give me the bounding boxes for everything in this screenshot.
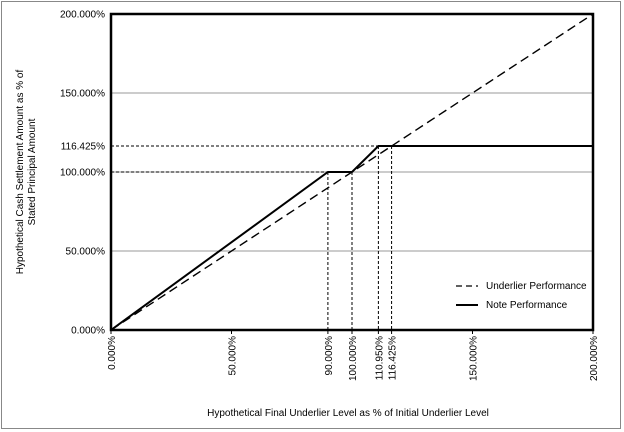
x-tick-label: 116.425% — [388, 336, 399, 380]
legend-note-label: Note Performance — [486, 300, 568, 311]
y-axis-label-line2: Stated Principal Amount — [27, 118, 38, 225]
y-tick-label: 150.000% — [60, 89, 105, 100]
legend: Underlier Performance Note Performance — [456, 281, 587, 311]
y-tick-label: 100.000% — [60, 168, 105, 179]
x-tick-label: 200.000% — [589, 336, 600, 381]
legend-underlier-label: Underlier Performance — [486, 281, 587, 292]
x-tick-label: 110.950% — [374, 336, 385, 380]
x-tick-label: 50.000% — [228, 336, 239, 376]
y-tick-label: 116.425% — [61, 142, 105, 153]
reference-lines — [111, 145, 393, 330]
series-lines — [110, 13, 594, 331]
note-performance-line — [110, 145, 593, 331]
y-tick-label: 50.000% — [66, 247, 106, 258]
x-tick-label: 0.000% — [107, 336, 118, 370]
x-axis-label: Hypothetical Final Underlier Level as % … — [207, 408, 489, 419]
x-tick-label: 90.000% — [324, 336, 335, 376]
y-tick-label: 0.000% — [71, 326, 105, 337]
x-tick-labels: 0.000% 50.000% 90.000% 100.000% 110.950% 116.… — [107, 330, 600, 381]
x-tick-label: 150.000% — [469, 336, 480, 381]
x-tick-label: 100.000% — [348, 336, 359, 381]
y-axis-label-line1: Hypothetical Cash Settlement Amount as %… — [15, 70, 26, 275]
y-tick-labels: 0.000% 50.000% 100.000% 116.425% 150.000% 200… — [60, 10, 105, 337]
y-tick-label: 200.000% — [60, 10, 105, 21]
